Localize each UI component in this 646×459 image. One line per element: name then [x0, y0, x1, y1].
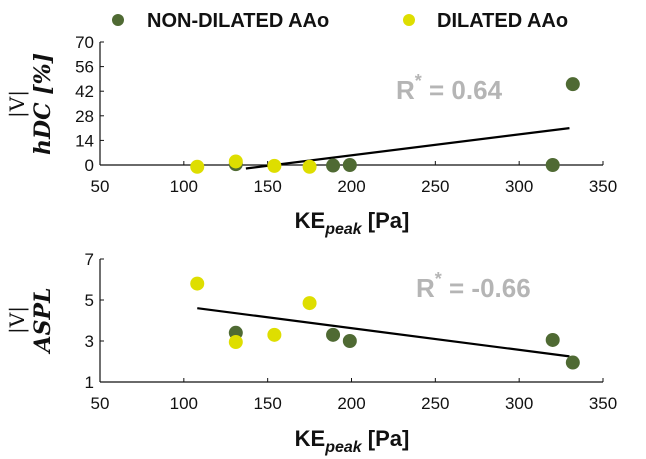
legend-marker-non-dilated — [112, 14, 124, 26]
hdc-x-tick-label: 300 — [505, 177, 533, 196]
hdc-x-tick-label: 250 — [421, 177, 449, 196]
aspl-ylabel-top: |V| — [5, 306, 30, 334]
hdc-r-letter: R — [396, 75, 415, 105]
aspl-panel: |V| ASPL KEpeak [Pa] R* = -0.66 50 100 150… — [5, 250, 617, 456]
aspl-xlabel-sub: peak — [324, 439, 363, 456]
aspl-r-star: * — [435, 269, 442, 289]
hdc-y-tick-label: 28 — [75, 107, 94, 126]
aspl-x-tick-label: 100 — [170, 394, 198, 413]
hdc-ylabel: |V| hDC [%] — [5, 53, 56, 155]
hdc-x-tick-label: 100 — [170, 177, 198, 196]
aspl-point-dilated — [267, 327, 282, 342]
hdc-ylabel-main: hDC [%] — [30, 53, 56, 155]
aspl-x-tick-label: 350 — [589, 394, 617, 413]
aspl-x-tick-label: 150 — [253, 394, 281, 413]
hdc-point-non-dilated — [545, 158, 560, 172]
aspl-point-dilated — [228, 335, 243, 350]
aspl-r-annotation: R* = -0.66 — [416, 269, 531, 303]
hdc-xlabel: KEpeak [Pa] — [295, 208, 410, 238]
aspl-x-tick-label: 50 — [91, 394, 110, 413]
aspl-x-tick-label: 300 — [505, 394, 533, 413]
aspl-r-letter: R — [416, 273, 435, 303]
hdc-x-tick-label: 50 — [91, 177, 110, 196]
aspl-ylabel: |V| ASPL — [5, 288, 56, 355]
aspl-point-non-dilated — [565, 355, 580, 370]
hdc-point-non-dilated — [565, 77, 580, 92]
hdc-xlabel-main: KE — [295, 208, 326, 233]
aspl-xlabel: KEpeak [Pa] — [295, 426, 410, 456]
hdc-fit-line — [245, 127, 570, 170]
aspl-y-tick-label: 1 — [85, 373, 94, 392]
aspl-ylabel-main: ASPL — [30, 288, 56, 355]
aspl-xlabel-unit: [Pa] — [362, 426, 410, 451]
hdc-point-dilated — [190, 159, 205, 174]
hdc-r-star: * — [415, 71, 422, 91]
hdc-r-value: = 0.64 — [422, 75, 503, 105]
hdc-xlabel-sub: peak — [324, 221, 363, 238]
hdc-x-tick-label: 350 — [589, 177, 617, 196]
hdc-point-dilated — [267, 158, 282, 173]
hdc-r-annotation: R* = 0.64 — [396, 71, 503, 105]
aspl-x-tick-label: 200 — [337, 394, 365, 413]
hdc-x-tick-label: 150 — [253, 177, 281, 196]
aspl-point-dilated — [190, 276, 205, 291]
aspl-y-tick-label: 5 — [85, 291, 94, 310]
hdc-x-tick-label: 200 — [337, 177, 365, 196]
aspl-xlabel-main: KE — [295, 426, 326, 451]
hdc-point-non-dilated — [342, 158, 357, 172]
hdc-y-tick-label: 70 — [75, 33, 94, 52]
aspl-r-value: = -0.66 — [442, 273, 531, 303]
aspl-x-tick-label: 250 — [421, 394, 449, 413]
legend: NON-DILATED AAo DILATED AAo — [112, 10, 568, 32]
hdc-ylabel-top: |V| — [5, 90, 30, 118]
legend-label-non-dilated: NON-DILATED AAo — [147, 10, 329, 32]
legend-label-dilated: DILATED AAo — [437, 10, 568, 32]
aspl-y-tick-label: 7 — [85, 250, 94, 269]
hdc-y-tick-label: 0 — [85, 156, 94, 175]
hdc-xlabel-unit: [Pa] — [362, 208, 410, 233]
hdc-point-dilated — [228, 154, 243, 169]
hdc-y-tick-label: 14 — [75, 131, 94, 150]
hdc-panel: |V| hDC [%] KEpeak [Pa] R* = 0.64 50 100 1… — [5, 33, 617, 238]
hdc-point-dilated — [302, 159, 317, 174]
aspl-y-tick-label: 3 — [85, 332, 94, 351]
aspl-point-non-dilated — [545, 332, 560, 347]
aspl-point-dilated — [302, 296, 317, 311]
aspl-point-non-dilated — [326, 327, 341, 342]
aspl-point-non-dilated — [342, 334, 357, 348]
hdc-y-tick-label: 42 — [75, 82, 94, 101]
hdc-point-non-dilated — [326, 158, 341, 173]
hdc-y-tick-label: 56 — [75, 58, 94, 77]
aspl-fit-line — [197, 307, 570, 358]
legend-marker-dilated — [403, 14, 415, 26]
